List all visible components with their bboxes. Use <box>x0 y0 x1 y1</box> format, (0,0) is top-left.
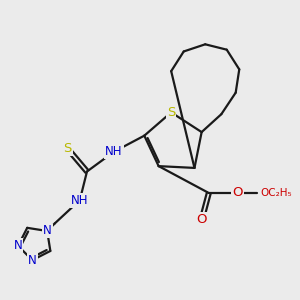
Text: N: N <box>14 239 22 252</box>
Text: N: N <box>28 254 37 267</box>
Text: NH: NH <box>105 145 123 158</box>
Text: O: O <box>232 187 243 200</box>
Text: OC₂H₅: OC₂H₅ <box>260 188 292 198</box>
Text: O: O <box>196 213 207 226</box>
Text: S: S <box>167 106 176 119</box>
Text: S: S <box>63 142 71 155</box>
Text: N: N <box>43 224 52 238</box>
Text: NH: NH <box>71 194 88 207</box>
